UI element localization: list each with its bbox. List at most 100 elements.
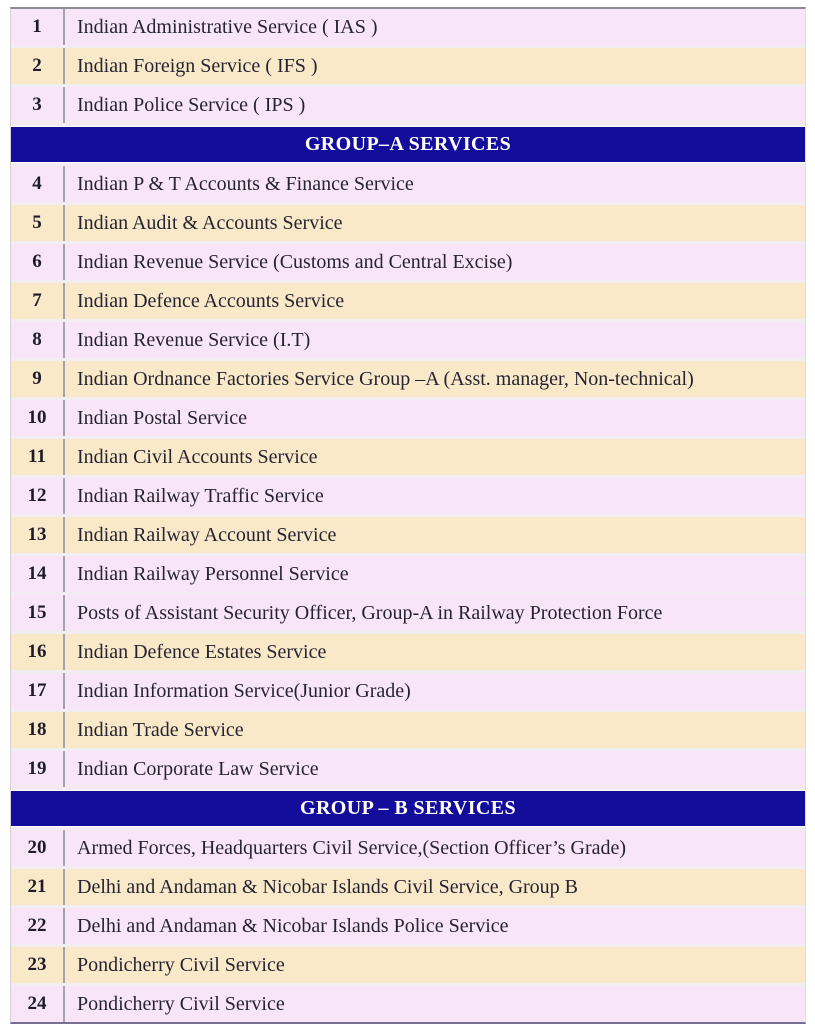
table-row: 15 Posts of Assistant Security Officer, … — [11, 595, 805, 631]
table-row: 2 Indian Foreign Service ( IFS ) — [11, 48, 805, 84]
row-number: 17 — [27, 680, 47, 701]
service-name: Indian Foreign Service ( IFS ) — [77, 54, 318, 77]
section-title: GROUP – B SERVICES — [300, 797, 516, 819]
row-number: 11 — [28, 446, 46, 467]
column-divider — [63, 166, 65, 202]
table-row: 20 Armed Forces, Headquarters Civil Serv… — [11, 830, 805, 866]
service-name: Indian Railway Account Service — [77, 523, 337, 546]
table-row: 17 Indian Information Service(Junior Gra… — [11, 673, 805, 709]
service-name: Indian Administrative Service ( IAS ) — [77, 15, 378, 38]
table-row: 21 Delhi and Andaman & Nicobar Islands C… — [11, 869, 805, 905]
row-number: 20 — [27, 837, 47, 858]
row-number: 13 — [27, 524, 47, 545]
row-number: 7 — [32, 290, 42, 311]
service-name: Pondicherry Civil Service — [77, 992, 285, 1015]
row-number: 22 — [27, 915, 47, 936]
row-number: 6 — [32, 251, 42, 272]
column-divider — [63, 634, 65, 670]
row-number: 24 — [27, 993, 47, 1014]
service-name: Indian Railway Traffic Service — [77, 484, 324, 507]
row-number: 3 — [32, 94, 42, 115]
row-number: 10 — [27, 407, 47, 428]
column-divider — [63, 205, 65, 241]
row-number: 16 — [27, 641, 47, 662]
table-row: 18 Indian Trade Service — [11, 712, 805, 748]
table-row: 23 Pondicherry Civil Service — [11, 947, 805, 983]
column-divider — [63, 439, 65, 475]
service-name: Indian Ordnance Factories Service Group … — [77, 367, 694, 390]
table-row: 8 Indian Revenue Service (I.T) — [11, 322, 805, 358]
service-name: Indian Revenue Service (Customs and Cent… — [77, 250, 513, 273]
column-divider — [63, 87, 65, 123]
row-number: 5 — [32, 212, 42, 233]
service-name: Indian Postal Service — [77, 406, 247, 429]
section-title: GROUP–A SERVICES — [304, 133, 512, 155]
table-row: 11 Indian Civil Accounts Service — [11, 439, 805, 475]
table-row: 7 Indian Defence Accounts Service — [11, 283, 805, 319]
table-row: 9 Indian Ordnance Factories Service Grou… — [11, 361, 805, 397]
row-number: 15 — [27, 602, 47, 623]
row-number: 19 — [27, 758, 47, 779]
row-number: 9 — [32, 368, 42, 389]
row-number: 1 — [32, 16, 42, 37]
column-divider — [63, 244, 65, 280]
service-name: Indian Defence Accounts Service — [77, 289, 345, 312]
row-number: 12 — [27, 485, 47, 506]
column-divider — [63, 673, 65, 709]
service-name: Indian Trade Service — [77, 718, 244, 741]
service-name: Indian Revenue Service (I.T) — [77, 328, 311, 351]
table-row: 22 Delhi and Andaman & Nicobar Islands P… — [11, 908, 805, 944]
column-divider — [63, 48, 65, 84]
column-divider — [63, 908, 65, 944]
service-name: Indian P & T Accounts & Finance Service — [77, 172, 414, 195]
column-divider — [63, 556, 65, 592]
row-number: 21 — [27, 876, 47, 897]
column-divider — [63, 947, 65, 983]
table-row: 19 Indian Corporate Law Service — [11, 751, 805, 787]
table-row: 5 Indian Audit & Accounts Service — [11, 205, 805, 241]
service-name: Indian Civil Accounts Service — [77, 445, 318, 468]
section-header-row: GROUP–A SERVICES — [11, 126, 805, 163]
column-divider — [63, 400, 65, 436]
column-divider — [63, 595, 65, 631]
row-number: 18 — [27, 719, 47, 740]
table-row: 6 Indian Revenue Service (Customs and Ce… — [11, 244, 805, 280]
table-row: 16 Indian Defence Estates Service — [11, 634, 805, 670]
column-divider — [63, 478, 65, 514]
service-name: Armed Forces, Headquarters Civil Service… — [77, 836, 627, 859]
service-name: Indian Railway Personnel Service — [77, 562, 349, 585]
service-name: Indian Audit & Accounts Service — [77, 211, 343, 234]
column-divider — [63, 986, 65, 1022]
service-name: Posts of Assistant Security Officer, Gro… — [77, 601, 663, 624]
table-row: 1 Indian Administrative Service ( IAS ) — [11, 9, 805, 45]
service-name: Indian Defence Estates Service — [77, 640, 327, 663]
column-divider — [63, 830, 65, 866]
table-row: 14 Indian Railway Personnel Service — [11, 556, 805, 592]
column-divider — [63, 9, 65, 45]
row-number: 4 — [32, 173, 42, 194]
table-row: 24 Pondicherry Civil Service — [11, 986, 805, 1022]
row-number: 8 — [32, 329, 42, 350]
column-divider — [63, 361, 65, 397]
column-divider — [63, 712, 65, 748]
service-name: Delhi and Andaman & Nicobar Islands Poli… — [77, 914, 509, 937]
service-name: Indian Police Service ( IPS ) — [77, 93, 306, 116]
table-row: 12 Indian Railway Traffic Service — [11, 478, 805, 514]
service-name: Pondicherry Civil Service — [77, 953, 285, 976]
service-name: Delhi and Andaman & Nicobar Islands Civi… — [77, 875, 579, 898]
table-row: 4 Indian P & T Accounts & Finance Servic… — [11, 166, 805, 202]
services-table: 1 Indian Administrative Service ( IAS ) … — [10, 7, 806, 1024]
column-divider — [63, 869, 65, 905]
service-name: Indian Information Service(Junior Grade) — [77, 679, 411, 702]
row-number: 23 — [27, 954, 47, 975]
table-row: 10 Indian Postal Service — [11, 400, 805, 436]
service-name: Indian Corporate Law Service — [77, 757, 319, 780]
column-divider — [63, 751, 65, 787]
table-row: 3 Indian Police Service ( IPS ) — [11, 87, 805, 123]
row-number: 2 — [32, 55, 42, 76]
row-number: 14 — [27, 563, 47, 584]
column-divider — [63, 517, 65, 553]
column-divider — [63, 283, 65, 319]
section-header-row: GROUP – B SERVICES — [11, 790, 805, 827]
